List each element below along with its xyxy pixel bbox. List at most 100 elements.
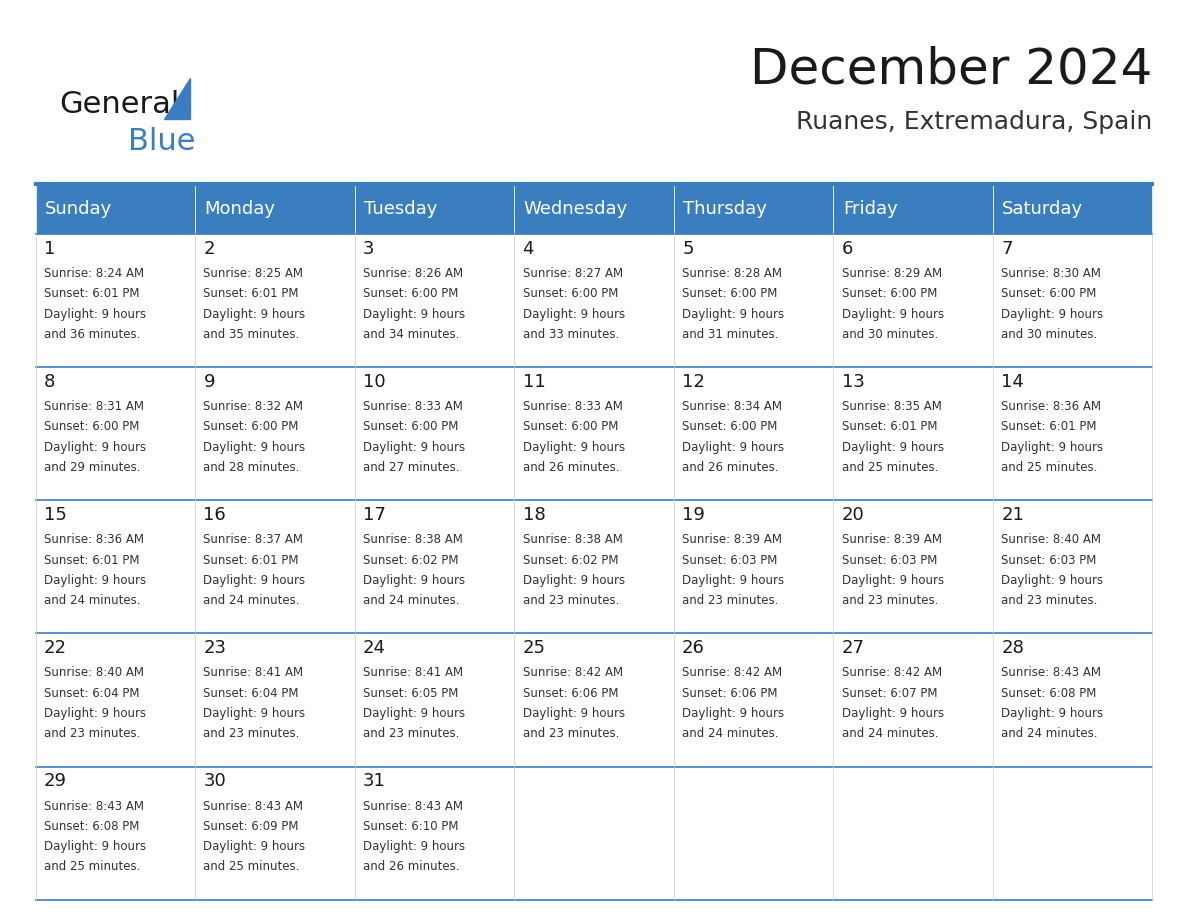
Text: and 26 minutes.: and 26 minutes.: [364, 860, 460, 873]
Text: Daylight: 9 hours: Daylight: 9 hours: [364, 840, 466, 853]
Bar: [195, 633, 355, 767]
Text: 30: 30: [203, 772, 226, 790]
Text: Sunset: 6:03 PM: Sunset: 6:03 PM: [682, 554, 777, 566]
Text: Daylight: 9 hours: Daylight: 9 hours: [364, 574, 466, 587]
Text: and 23 minutes.: and 23 minutes.: [364, 727, 460, 740]
Text: Monday: Monday: [204, 200, 276, 218]
Text: Sunset: 6:00 PM: Sunset: 6:00 PM: [682, 420, 777, 433]
Text: 13: 13: [841, 373, 865, 391]
Text: and 36 minutes.: and 36 minutes.: [44, 328, 140, 341]
Text: Daylight: 9 hours: Daylight: 9 hours: [1001, 707, 1104, 720]
Text: Daylight: 9 hours: Daylight: 9 hours: [203, 441, 305, 453]
Text: 26: 26: [682, 639, 704, 657]
Text: Sunset: 6:01 PM: Sunset: 6:01 PM: [44, 554, 139, 566]
Bar: [355, 184, 514, 234]
Text: and 24 minutes.: and 24 minutes.: [682, 727, 778, 740]
Text: Sunset: 6:08 PM: Sunset: 6:08 PM: [44, 820, 139, 833]
Text: Sunrise: 8:33 AM: Sunrise: 8:33 AM: [364, 400, 463, 413]
Text: 31: 31: [364, 772, 386, 790]
Text: Sunset: 6:00 PM: Sunset: 6:00 PM: [682, 287, 777, 300]
Text: Daylight: 9 hours: Daylight: 9 hours: [364, 441, 466, 453]
Text: Sunrise: 8:40 AM: Sunrise: 8:40 AM: [1001, 533, 1101, 546]
Text: and 25 minutes.: and 25 minutes.: [1001, 461, 1098, 474]
Text: 6: 6: [841, 240, 853, 258]
Text: Daylight: 9 hours: Daylight: 9 hours: [1001, 441, 1104, 453]
Text: 18: 18: [523, 506, 545, 524]
Text: Sunset: 6:05 PM: Sunset: 6:05 PM: [364, 687, 459, 700]
Text: 23: 23: [203, 639, 227, 657]
Bar: [674, 767, 833, 900]
Text: 2: 2: [203, 240, 215, 258]
Text: Daylight: 9 hours: Daylight: 9 hours: [203, 308, 305, 320]
Text: Daylight: 9 hours: Daylight: 9 hours: [44, 574, 146, 587]
Text: Tuesday: Tuesday: [365, 200, 437, 218]
Bar: [674, 184, 833, 234]
Text: and 30 minutes.: and 30 minutes.: [1001, 328, 1098, 341]
Text: Sunrise: 8:37 AM: Sunrise: 8:37 AM: [203, 533, 303, 546]
Text: 10: 10: [364, 373, 386, 391]
Text: and 24 minutes.: and 24 minutes.: [1001, 727, 1098, 740]
Text: 4: 4: [523, 240, 535, 258]
Text: 5: 5: [682, 240, 694, 258]
Text: Sunrise: 8:36 AM: Sunrise: 8:36 AM: [44, 533, 144, 546]
Text: Sunset: 6:00 PM: Sunset: 6:00 PM: [364, 287, 459, 300]
Text: Daylight: 9 hours: Daylight: 9 hours: [1001, 308, 1104, 320]
Text: Blue: Blue: [128, 127, 196, 156]
Text: and 23 minutes.: and 23 minutes.: [841, 594, 939, 607]
Text: 19: 19: [682, 506, 704, 524]
Text: and 23 minutes.: and 23 minutes.: [44, 727, 140, 740]
Bar: [993, 234, 1152, 367]
Text: Sunset: 6:02 PM: Sunset: 6:02 PM: [364, 554, 459, 566]
Text: and 23 minutes.: and 23 minutes.: [203, 727, 299, 740]
Bar: [514, 633, 674, 767]
Text: Daylight: 9 hours: Daylight: 9 hours: [44, 308, 146, 320]
Text: Sunrise: 8:42 AM: Sunrise: 8:42 AM: [523, 666, 623, 679]
Text: and 23 minutes.: and 23 minutes.: [523, 727, 619, 740]
Text: Friday: Friday: [842, 200, 898, 218]
Text: Sunset: 6:01 PM: Sunset: 6:01 PM: [203, 287, 299, 300]
Text: Daylight: 9 hours: Daylight: 9 hours: [682, 441, 784, 453]
Text: Sunset: 6:04 PM: Sunset: 6:04 PM: [44, 687, 139, 700]
Text: Sunrise: 8:36 AM: Sunrise: 8:36 AM: [1001, 400, 1101, 413]
Text: Daylight: 9 hours: Daylight: 9 hours: [364, 707, 466, 720]
Text: and 24 minutes.: and 24 minutes.: [841, 727, 939, 740]
Text: 1: 1: [44, 240, 56, 258]
Bar: [355, 367, 514, 500]
Text: Sunrise: 8:42 AM: Sunrise: 8:42 AM: [841, 666, 942, 679]
Text: and 25 minutes.: and 25 minutes.: [841, 461, 939, 474]
Bar: [36, 633, 195, 767]
Text: Sunrise: 8:43 AM: Sunrise: 8:43 AM: [364, 800, 463, 812]
Text: Thursday: Thursday: [683, 200, 767, 218]
Text: Sunrise: 8:42 AM: Sunrise: 8:42 AM: [682, 666, 782, 679]
Text: Daylight: 9 hours: Daylight: 9 hours: [1001, 574, 1104, 587]
Text: 12: 12: [682, 373, 704, 391]
Bar: [36, 184, 195, 234]
Text: and 33 minutes.: and 33 minutes.: [523, 328, 619, 341]
Text: Sunrise: 8:33 AM: Sunrise: 8:33 AM: [523, 400, 623, 413]
Text: and 30 minutes.: and 30 minutes.: [841, 328, 937, 341]
Text: 9: 9: [203, 373, 215, 391]
Text: Sunrise: 8:29 AM: Sunrise: 8:29 AM: [841, 267, 942, 280]
Text: Saturday: Saturday: [1003, 200, 1083, 218]
Text: Sunset: 6:02 PM: Sunset: 6:02 PM: [523, 554, 618, 566]
Polygon shape: [164, 78, 190, 119]
Bar: [36, 367, 195, 500]
Text: Daylight: 9 hours: Daylight: 9 hours: [523, 441, 625, 453]
Text: Sunset: 6:00 PM: Sunset: 6:00 PM: [44, 420, 139, 433]
Text: Sunset: 6:06 PM: Sunset: 6:06 PM: [523, 687, 618, 700]
Text: Daylight: 9 hours: Daylight: 9 hours: [203, 840, 305, 853]
Text: General: General: [59, 90, 179, 119]
Text: Sunrise: 8:26 AM: Sunrise: 8:26 AM: [364, 267, 463, 280]
Text: Daylight: 9 hours: Daylight: 9 hours: [364, 308, 466, 320]
Text: 25: 25: [523, 639, 545, 657]
Text: Sunrise: 8:27 AM: Sunrise: 8:27 AM: [523, 267, 623, 280]
Text: Sunrise: 8:25 AM: Sunrise: 8:25 AM: [203, 267, 303, 280]
Bar: [833, 500, 993, 633]
Text: 16: 16: [203, 506, 226, 524]
Text: Sunset: 6:09 PM: Sunset: 6:09 PM: [203, 820, 299, 833]
Text: Daylight: 9 hours: Daylight: 9 hours: [523, 707, 625, 720]
Text: and 23 minutes.: and 23 minutes.: [523, 594, 619, 607]
Bar: [993, 367, 1152, 500]
Text: and 25 minutes.: and 25 minutes.: [203, 860, 299, 873]
Text: Sunset: 6:00 PM: Sunset: 6:00 PM: [523, 420, 618, 433]
